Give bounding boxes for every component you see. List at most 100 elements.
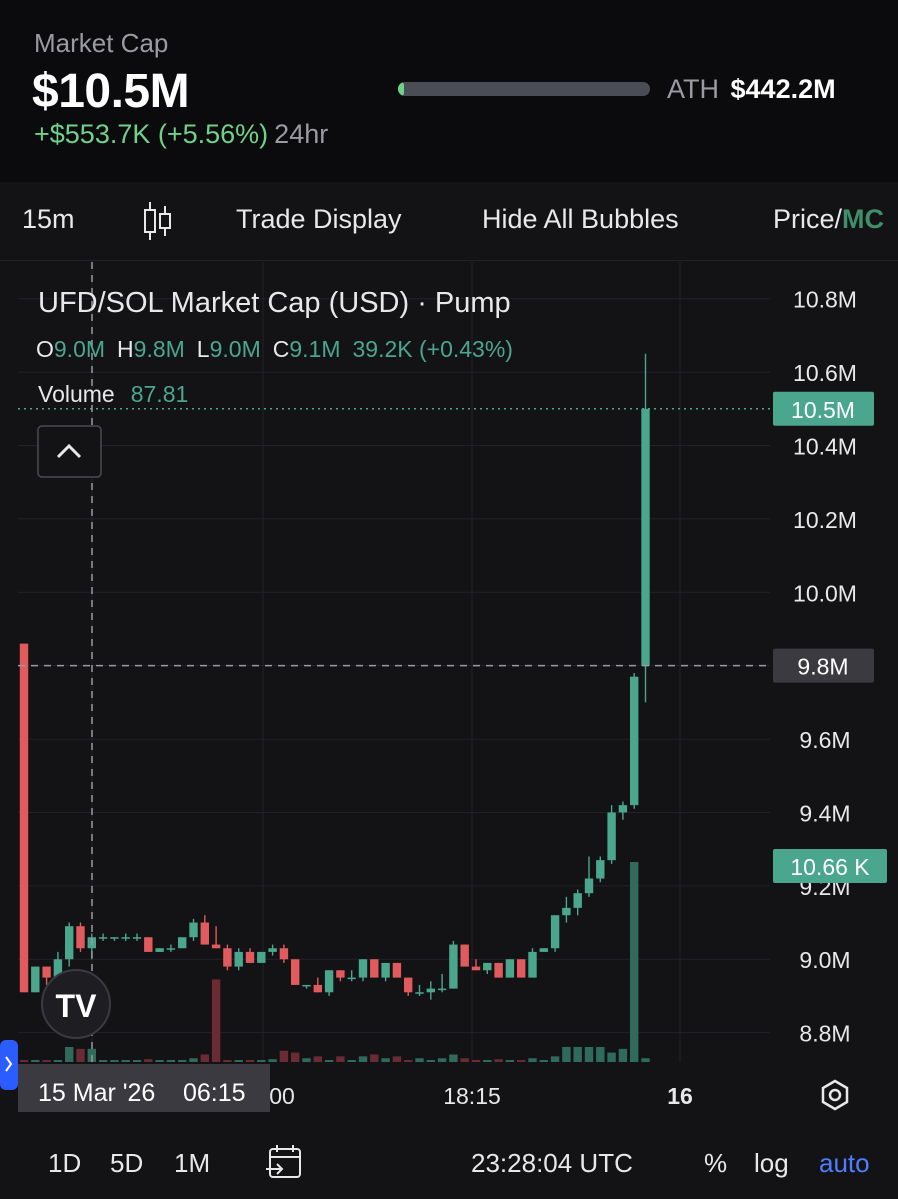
interval-button[interactable]: 15m bbox=[22, 204, 75, 234]
candle-body bbox=[234, 951, 243, 967]
high-value: 9.8M bbox=[134, 336, 185, 362]
candle-body bbox=[358, 959, 368, 978]
volume-bar bbox=[110, 1060, 119, 1062]
candle-body bbox=[53, 959, 63, 978]
volume-bar bbox=[437, 1058, 447, 1062]
candlestick-icon[interactable] bbox=[143, 200, 173, 242]
candle-body bbox=[200, 922, 209, 945]
y-axis: 10.8M10.6M10.4M10.2M10.0M9.8M9.6M9.4M9.2… bbox=[773, 287, 887, 1047]
candle-body bbox=[268, 948, 277, 952]
volume-value: 87.81 bbox=[131, 381, 189, 407]
calendar-goto-icon[interactable] bbox=[264, 1143, 304, 1183]
volume-bar bbox=[358, 1056, 368, 1062]
ath-progress-fill bbox=[398, 82, 405, 96]
volume-bar bbox=[381, 1058, 390, 1062]
volume-bar bbox=[347, 1060, 356, 1062]
market-cap-change: +$553.7K (+5.56%) 24hr bbox=[34, 119, 328, 150]
candle-body bbox=[596, 860, 605, 879]
volume-bar bbox=[539, 1060, 548, 1062]
candle-body bbox=[347, 977, 356, 980]
candle-body bbox=[155, 948, 164, 952]
last-price-badge-bg bbox=[773, 391, 874, 426]
candle-body bbox=[257, 951, 266, 963]
ath-text: ATH $442.2M bbox=[667, 74, 836, 105]
gear-icon[interactable] bbox=[821, 1079, 849, 1111]
volume-bar bbox=[245, 1060, 255, 1062]
close-value: 9.1M bbox=[289, 336, 340, 362]
volume-bar bbox=[471, 1060, 481, 1062]
x-tick-label: 18:15 bbox=[443, 1083, 501, 1109]
candle-body bbox=[426, 988, 435, 993]
volume-bar bbox=[324, 1060, 334, 1062]
y-tick-label: 10.8M bbox=[793, 287, 857, 313]
candle-body bbox=[19, 643, 29, 993]
volume-bar bbox=[313, 1056, 322, 1062]
y-tick-label: 10.0M bbox=[793, 580, 857, 606]
volume-bar bbox=[98, 1060, 108, 1062]
candle-body bbox=[42, 966, 51, 978]
volume-bar bbox=[505, 1060, 515, 1062]
price-mc-toggle[interactable]: Price/MC bbox=[773, 204, 884, 235]
low-value: 9.0M bbox=[210, 336, 261, 362]
sidebar-expand-handle[interactable] bbox=[0, 1040, 18, 1090]
volume-bar bbox=[31, 1060, 40, 1062]
volume-bar bbox=[155, 1060, 164, 1062]
crosshair-price-badge: 9.8M bbox=[773, 648, 874, 683]
volume-bar bbox=[121, 1060, 130, 1062]
percent-toggle[interactable]: % bbox=[704, 1148, 728, 1178]
volume-bar bbox=[200, 1054, 209, 1062]
candle-body bbox=[31, 966, 40, 993]
volume-bar bbox=[144, 1059, 153, 1062]
y-tick-label: 9.6M bbox=[799, 727, 850, 753]
volume-bar bbox=[223, 1060, 232, 1062]
market-cap-header: Market Cap $10.5M +$553.7K (+5.56%) 24hr … bbox=[0, 0, 898, 182]
range-5d-button[interactable]: 5D bbox=[110, 1148, 144, 1178]
auto-toggle[interactable]: auto bbox=[819, 1148, 870, 1178]
volume-bar bbox=[211, 979, 221, 1062]
x-tick-label: 00 bbox=[269, 1083, 295, 1109]
candle-body bbox=[437, 988, 447, 991]
candle-body bbox=[641, 408, 650, 666]
ohlc-legend: O9.0M H9.8M L9.0M C9.1M 39.2K (+0.43%) bbox=[36, 336, 513, 362]
market-cap-chart[interactable]: 10.8M10.6M10.4M10.2M10.0M9.8M9.6M9.4M9.2… bbox=[0, 262, 898, 1130]
log-toggle[interactable]: log bbox=[754, 1148, 789, 1178]
range-1d-button[interactable]: 1D bbox=[48, 1148, 82, 1178]
candle-body bbox=[483, 962, 492, 971]
volume-label: Volume bbox=[38, 381, 115, 407]
low-label: L bbox=[197, 336, 210, 362]
candle-body bbox=[121, 937, 130, 939]
close-label: C bbox=[273, 336, 290, 362]
candle-body bbox=[517, 959, 526, 978]
volume-bar bbox=[449, 1054, 458, 1062]
range-1m-button[interactable]: 1M bbox=[174, 1148, 211, 1178]
volume-bar bbox=[528, 1058, 537, 1062]
volume-badge-bg bbox=[773, 849, 887, 883]
volume-bar bbox=[257, 1060, 266, 1062]
candle-body bbox=[584, 878, 594, 894]
candle-body bbox=[144, 937, 153, 952]
volume-bar bbox=[596, 1046, 605, 1062]
open-label: O bbox=[36, 336, 54, 362]
x-tick-label: 16 bbox=[667, 1083, 693, 1109]
volume-bar bbox=[607, 1052, 616, 1062]
volume-bar bbox=[42, 1060, 51, 1062]
utc-clock[interactable]: 23:28:04 UTC bbox=[471, 1148, 633, 1178]
candle-body bbox=[573, 893, 582, 908]
crosshair-time: 06:15 bbox=[183, 1079, 246, 1107]
volume-bar bbox=[415, 1058, 424, 1062]
y-tick-label: 9.0M bbox=[799, 947, 850, 973]
volume-bar bbox=[19, 1060, 29, 1062]
candle-body bbox=[528, 951, 537, 978]
trade-display-button[interactable]: Trade Display bbox=[236, 204, 402, 234]
last-price-badge-text: 10.5M bbox=[791, 397, 855, 423]
candle-body bbox=[324, 970, 334, 993]
last-price-badge: 10.5M bbox=[773, 391, 874, 426]
collapse-legend-button[interactable] bbox=[37, 425, 102, 478]
chart-toolbar: 15m Trade Display Hide All Bubbles Price… bbox=[0, 182, 898, 261]
hide-bubbles-button[interactable]: Hide All Bubbles bbox=[482, 204, 679, 234]
volume-bar bbox=[426, 1060, 435, 1062]
volume-bar bbox=[189, 1058, 198, 1062]
candle-body bbox=[279, 948, 289, 960]
candle-body bbox=[539, 948, 548, 952]
tradingview-logo[interactable]: TV bbox=[41, 969, 111, 1039]
